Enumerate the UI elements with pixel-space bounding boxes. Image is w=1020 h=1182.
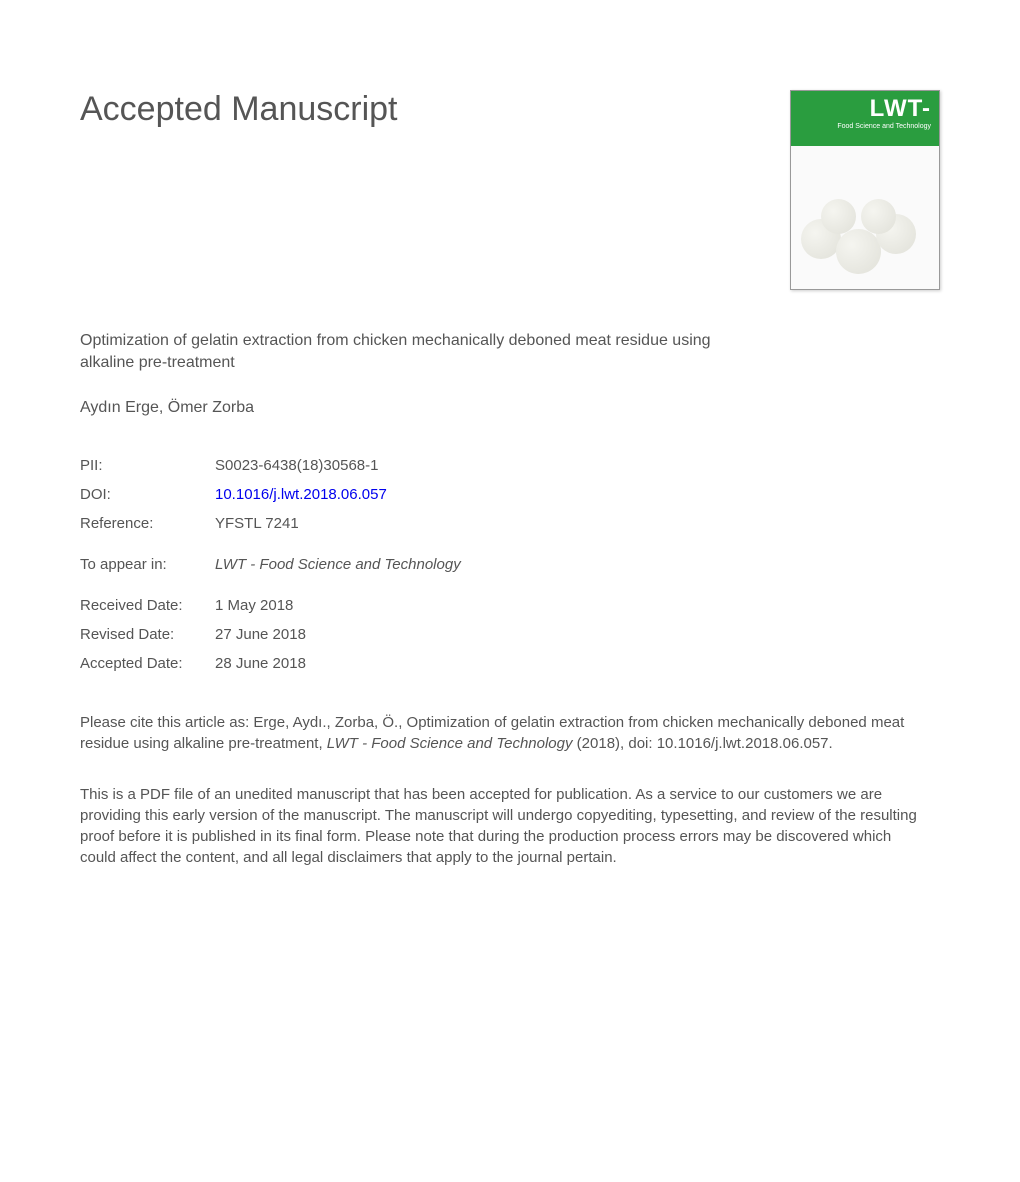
meta-row-accepted: Accepted Date: 28 June 2018 xyxy=(80,655,940,672)
meta-row-revised: Revised Date: 27 June 2018 xyxy=(80,626,940,643)
cover-header: LWT- Food Science and Technology xyxy=(791,91,939,146)
meta-label-pii: PII: xyxy=(80,457,215,474)
meta-label-appear: To appear in: xyxy=(80,556,215,573)
meta-label-doi: DOI: xyxy=(80,486,215,503)
meta-value-accepted: 28 June 2018 xyxy=(215,655,306,672)
citation-journal: LWT - Food Science and Technology xyxy=(327,735,573,752)
meta-row-received: Received Date: 1 May 2018 xyxy=(80,597,940,614)
meta-row-appear: To appear in: LWT - Food Science and Tec… xyxy=(80,556,940,573)
journal-cover-thumbnail: LWT- Food Science and Technology xyxy=(790,90,940,290)
citation-block: Please cite this article as: Erge, Aydı.… xyxy=(80,712,920,754)
meta-value-revised: 27 June 2018 xyxy=(215,626,306,643)
meta-row-pii: PII: S0023-6438(18)30568-1 xyxy=(80,457,940,474)
disclaimer-block: This is a PDF file of an unedited manusc… xyxy=(80,784,920,868)
meta-label-revised: Revised Date: xyxy=(80,626,215,643)
citation-suffix: (2018), doi: 10.1016/j.lwt.2018.06.057. xyxy=(573,735,833,752)
meta-value-received: 1 May 2018 xyxy=(215,597,293,614)
meta-row-reference: Reference: YFSTL 7241 xyxy=(80,515,940,532)
meta-label-received: Received Date: xyxy=(80,597,215,614)
cover-body xyxy=(791,146,939,289)
meta-value-doi[interactable]: 10.1016/j.lwt.2018.06.057 xyxy=(215,486,387,503)
header-row: Accepted Manuscript LWT- Food Science an… xyxy=(80,90,940,290)
page-title: Accepted Manuscript xyxy=(80,90,398,129)
meta-row-doi: DOI: 10.1016/j.lwt.2018.06.057 xyxy=(80,486,940,503)
meta-value-appear: LWT - Food Science and Technology xyxy=(215,556,461,573)
meta-value-pii: S0023-6438(18)30568-1 xyxy=(215,457,378,474)
meta-label-reference: Reference: xyxy=(80,515,215,532)
cover-graphic xyxy=(801,199,929,279)
metadata-block-1: PII: S0023-6438(18)30568-1 DOI: 10.1016/… xyxy=(80,457,940,532)
meta-value-reference: YFSTL 7241 xyxy=(215,515,299,532)
article-authors: Aydın Erge, Ömer Zorba xyxy=(80,399,940,417)
metadata-block-3: Received Date: 1 May 2018 Revised Date: … xyxy=(80,597,940,672)
meta-label-accepted: Accepted Date: xyxy=(80,655,215,672)
cover-journal-abbrev: LWT- xyxy=(870,95,931,123)
cover-journal-subtitle: Food Science and Technology xyxy=(837,123,931,130)
article-title: Optimization of gelatin extraction from … xyxy=(80,330,720,375)
metadata-block-2: To appear in: LWT - Food Science and Tec… xyxy=(80,556,940,573)
